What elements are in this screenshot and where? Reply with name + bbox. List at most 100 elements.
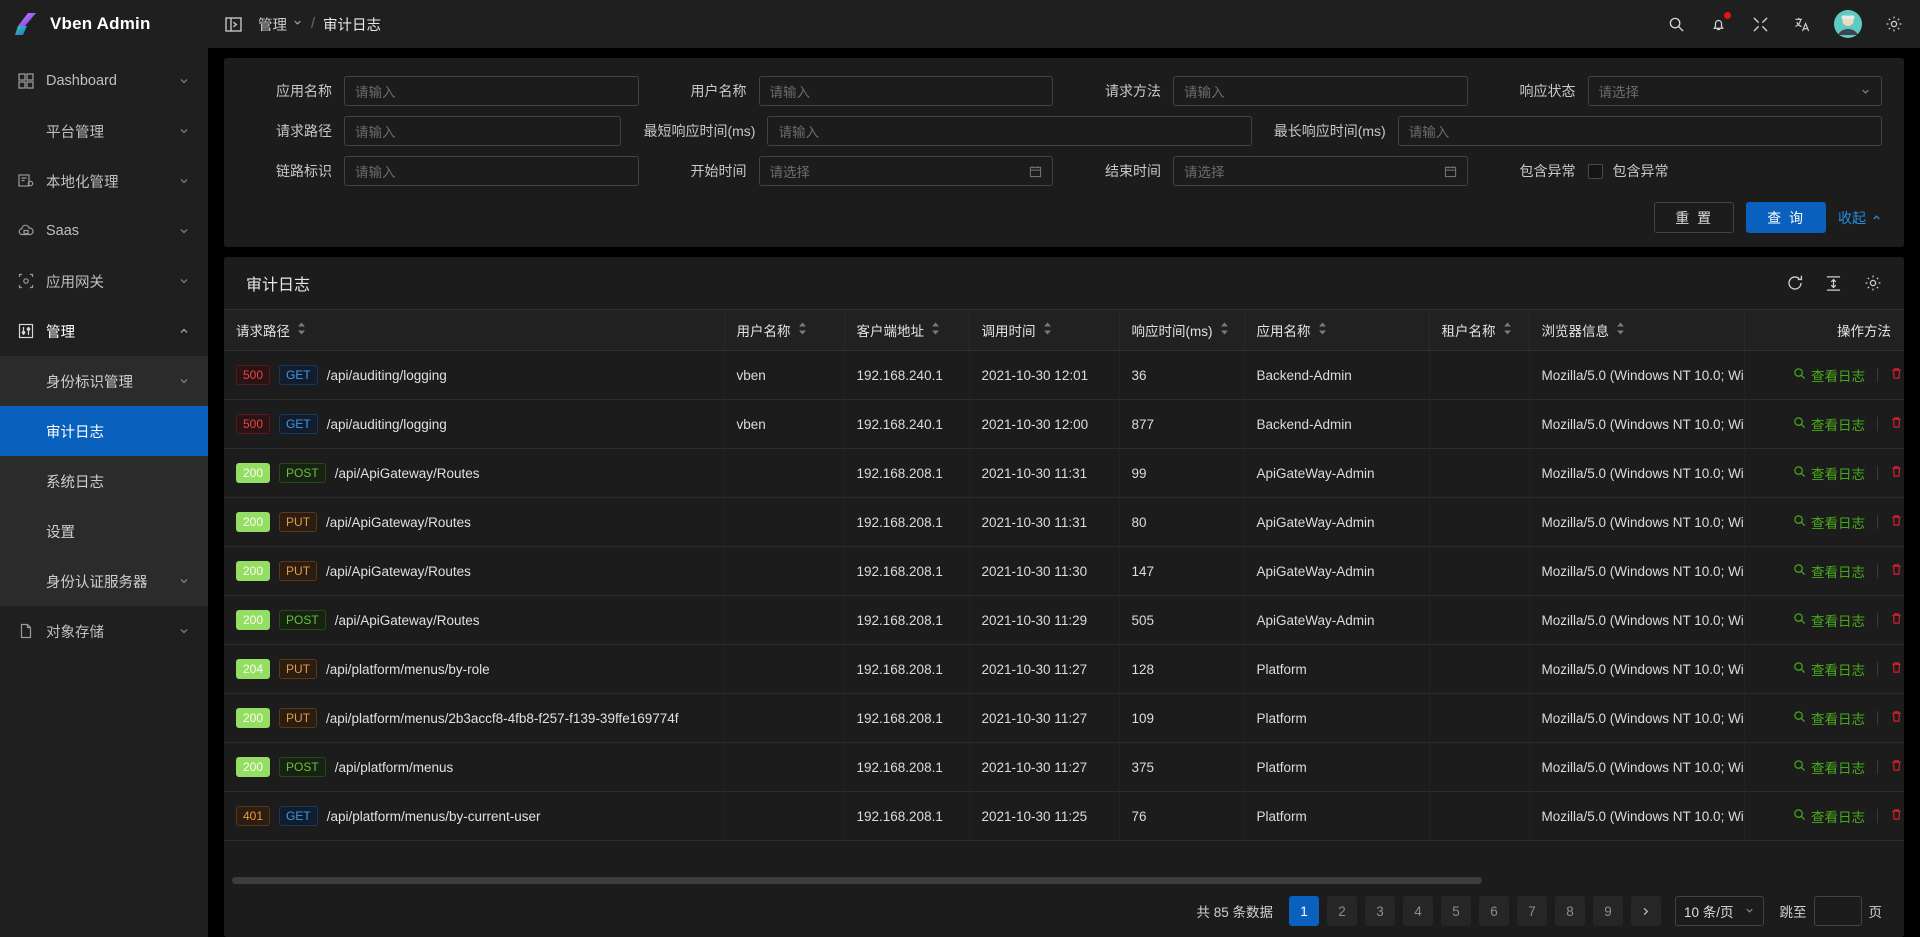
user-name-input[interactable]: 请输入	[758, 76, 1053, 106]
settings-gear-icon[interactable]	[1863, 274, 1882, 293]
delete-button[interactable]: 删除	[1878, 365, 1904, 385]
pagination-page-2[interactable]: 2	[1326, 896, 1357, 926]
sidebar-item-object-storage[interactable]: 对象存储	[0, 606, 208, 656]
table-row[interactable]: 200 POST/api/platform/menus 192.168.208.1 2…	[224, 742, 1904, 792]
column-header-6[interactable]: 租户名称	[1429, 309, 1530, 351]
collapse-toggle[interactable]: 收起	[1838, 208, 1882, 228]
delete-button[interactable]: 删除	[1878, 610, 1904, 630]
refresh-icon[interactable]	[1785, 274, 1804, 293]
trace-id-input[interactable]: 请输入	[344, 156, 639, 186]
delete-button[interactable]: 删除	[1878, 414, 1904, 434]
sidebar-item-system-log[interactable]: 系统日志	[0, 456, 208, 506]
view-log-button[interactable]: 查看日志	[1781, 757, 1877, 777]
sidebar-item-identity-management[interactable]: 身份标识管理	[0, 356, 208, 406]
table-row[interactable]: 500 GET/api/auditing/logging vben 192.168.2…	[224, 350, 1904, 400]
pagination-page-7[interactable]: 7	[1516, 896, 1547, 926]
sidebar-item-gateway[interactable]: 应用网关	[0, 256, 208, 306]
column-height-icon[interactable]	[1824, 274, 1843, 293]
column-header-0[interactable]: 请求路径	[224, 309, 725, 351]
sidebar-item-dashboard[interactable]: Dashboard	[0, 56, 208, 106]
pagination-page-1[interactable]: 1	[1288, 896, 1319, 926]
delete-button[interactable]: 删除	[1878, 561, 1904, 581]
sort-icon[interactable]	[297, 322, 306, 338]
table-row[interactable]: 204 PUT/api/platform/menus/by-role 192.168…	[224, 644, 1904, 694]
pagination-next-button[interactable]	[1630, 896, 1661, 926]
horizontal-scrollbar-thumb[interactable]	[232, 877, 1482, 884]
reset-button[interactable]: 重 置	[1654, 202, 1735, 233]
sort-icon[interactable]	[1503, 322, 1512, 338]
brand[interactable]: Vben Admin	[0, 0, 208, 48]
fullscreen-exit-icon[interactable]	[1750, 14, 1770, 34]
pagination-page-4[interactable]: 4	[1402, 896, 1433, 926]
delete-button[interactable]: 删除	[1878, 659, 1904, 679]
sidebar-item-settings[interactable]: 设置	[0, 506, 208, 556]
table-row[interactable]: 500 GET/api/auditing/logging vben 192.168.2…	[224, 399, 1904, 449]
page-jump-input[interactable]	[1813, 896, 1862, 926]
sidebar-item-saas[interactable]: Saas	[0, 206, 208, 256]
app-name-input[interactable]: 请输入	[344, 76, 639, 106]
include-exception-checkbox[interactable]	[1587, 163, 1603, 179]
column-header-5[interactable]: 应用名称	[1244, 309, 1430, 351]
request-path-input[interactable]: 请输入	[344, 116, 622, 146]
column-header-3[interactable]: 调用时间	[969, 309, 1120, 351]
query-button[interactable]: 查 询	[1746, 202, 1826, 233]
view-log-button[interactable]: 查看日志	[1781, 561, 1877, 581]
table-scroll-container[interactable]: 请求路径 用户名称 客户端地址 调用时间 响应时间(ms) 应用名称 租户名称 浏览器信息 操作…	[224, 309, 1904, 876]
column-header-1[interactable]: 用户名称	[724, 309, 845, 351]
delete-button[interactable]: 删除	[1878, 512, 1904, 532]
delete-button[interactable]: 删除	[1878, 806, 1904, 826]
sidebar-item-audit-log[interactable]: 审计日志	[0, 406, 208, 456]
view-log-button[interactable]: 查看日志	[1781, 414, 1877, 434]
table-row[interactable]: 200 PUT/api/ApiGateway/Routes 192.168.208.…	[224, 497, 1904, 547]
include-exception-checkbox-group[interactable]: 包含异常	[1587, 161, 1669, 181]
view-log-button[interactable]: 查看日志	[1781, 365, 1877, 385]
pagination-page-8[interactable]: 8	[1554, 896, 1585, 926]
sidebar-item-identity-server[interactable]: 身份认证服务器	[0, 556, 208, 606]
view-log-button[interactable]: 查看日志	[1781, 659, 1877, 679]
sort-icon[interactable]	[798, 322, 807, 338]
sidebar-item-platform[interactable]: 平台管理	[0, 106, 208, 156]
end-time-datepicker[interactable]: 请选择	[1173, 156, 1468, 186]
view-log-button[interactable]: 查看日志	[1781, 512, 1877, 532]
page-size-select[interactable]: 10 条/页	[1674, 896, 1764, 926]
view-log-button[interactable]: 查看日志	[1781, 610, 1877, 630]
pagination-page-6[interactable]: 6	[1478, 896, 1509, 926]
table-row[interactable]: 200 PUT/api/platform/menus/2b3accf8-4fb8-…	[224, 693, 1904, 743]
column-header-7[interactable]: 浏览器信息	[1529, 309, 1745, 351]
request-method-input[interactable]: 请输入	[1173, 76, 1468, 106]
sidebar-item-localization[interactable]: 本地化管理	[0, 156, 208, 206]
table-row[interactable]: 200 PUT/api/ApiGateway/Routes 192.168.208.…	[224, 546, 1904, 596]
bell-icon[interactable]	[1708, 12, 1731, 34]
pagination-page-9[interactable]: 9	[1592, 896, 1623, 926]
delete-button[interactable]: 删除	[1878, 708, 1904, 728]
column-header-4[interactable]: 响应时间(ms)	[1119, 309, 1245, 351]
table-row[interactable]: 401 GET/api/platform/menus/by-current-use…	[224, 791, 1904, 841]
delete-button[interactable]: 删除	[1878, 463, 1904, 483]
breadcrumb-parent[interactable]: 管理	[258, 14, 303, 35]
pagination-page-3[interactable]: 3	[1364, 896, 1395, 926]
sort-icon[interactable]	[1043, 322, 1052, 338]
view-log-button[interactable]: 查看日志	[1781, 806, 1877, 826]
max-response-time-input[interactable]: 请输入	[1397, 116, 1882, 146]
search-icon[interactable]	[1666, 14, 1686, 34]
sidebar-item-manage[interactable]: 管理	[0, 306, 208, 356]
gear-icon[interactable]	[1884, 14, 1904, 34]
sort-icon[interactable]	[1318, 322, 1327, 338]
view-log-button[interactable]: 查看日志	[1781, 708, 1877, 728]
avatar[interactable]	[1834, 10, 1862, 38]
start-time-datepicker[interactable]: 请选择	[758, 156, 1053, 186]
delete-button[interactable]: 删除	[1878, 757, 1904, 777]
table-row[interactable]: 200 POST/api/ApiGateway/Routes 192.168.208…	[224, 448, 1904, 498]
sort-icon[interactable]	[1616, 322, 1625, 338]
sort-icon[interactable]	[1220, 322, 1229, 338]
menu-fold-icon[interactable]	[222, 13, 244, 35]
horizontal-scrollbar[interactable]	[224, 876, 1904, 885]
sort-icon[interactable]	[931, 322, 940, 338]
translate-icon[interactable]	[1792, 14, 1812, 34]
min-response-time-input[interactable]: 请输入	[767, 116, 1252, 146]
pagination-page-5[interactable]: 5	[1440, 896, 1471, 926]
view-log-button[interactable]: 查看日志	[1781, 463, 1877, 483]
column-header-2[interactable]: 客户端地址	[844, 309, 970, 351]
response-status-select[interactable]: 请选择	[1587, 76, 1882, 106]
table-row[interactable]: 200 POST/api/ApiGateway/Routes 192.168.208…	[224, 595, 1904, 645]
